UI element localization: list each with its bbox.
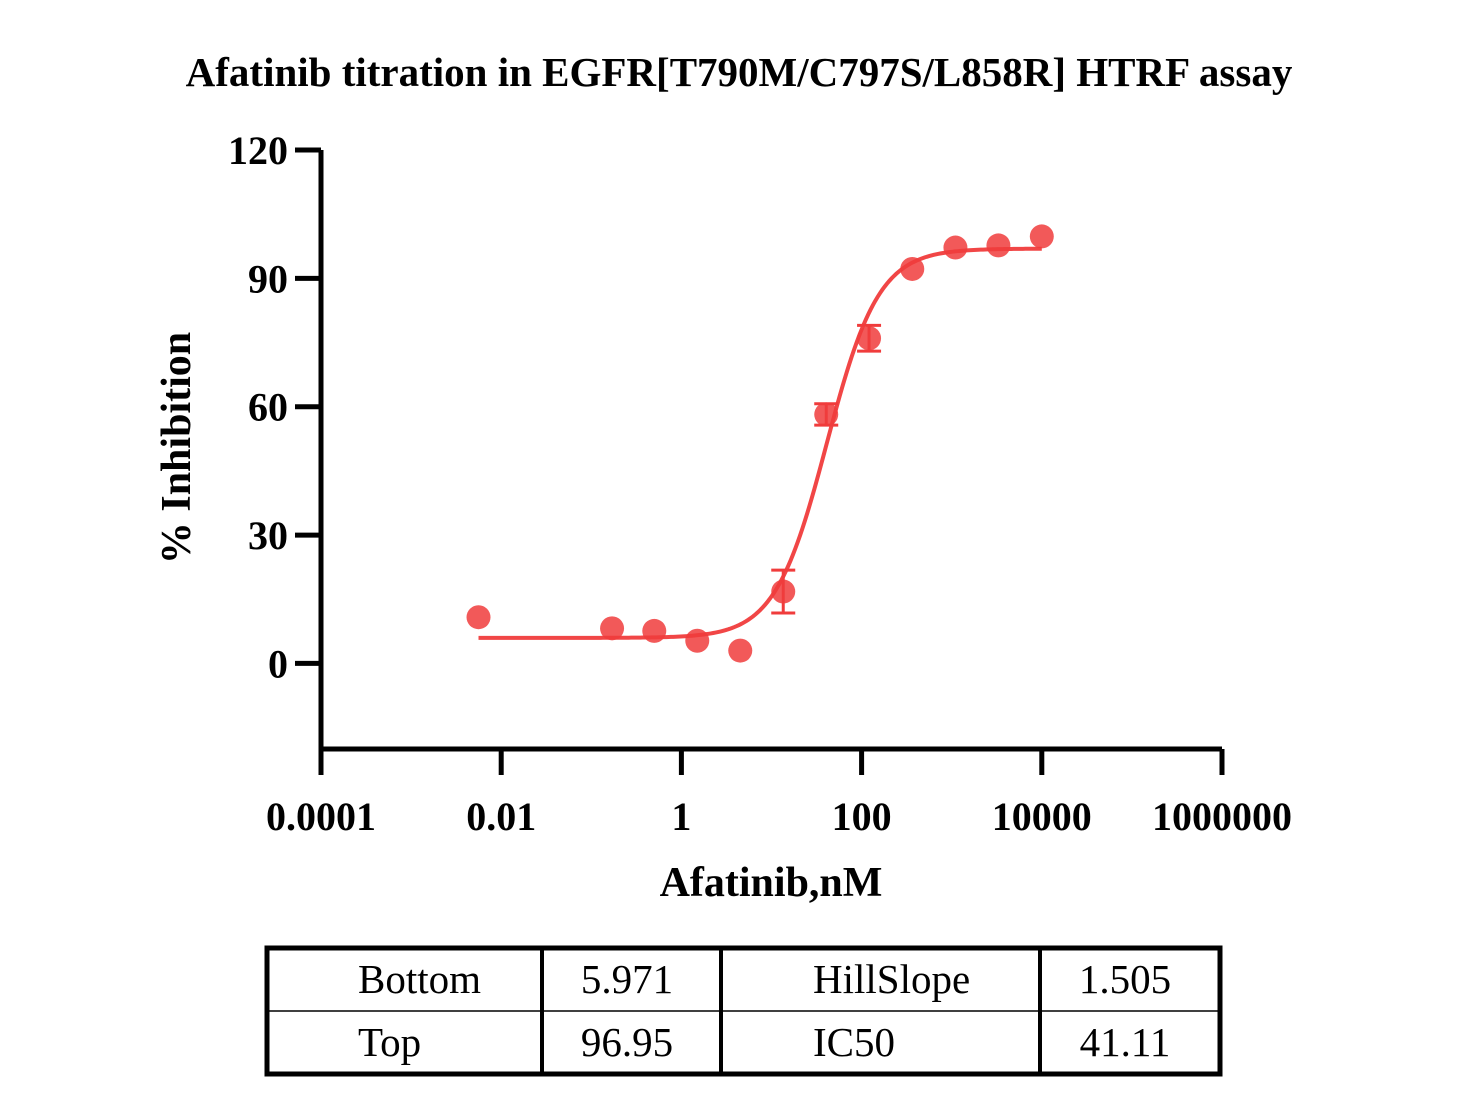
y-tick-label: 120 (228, 128, 288, 173)
data-point (642, 618, 667, 643)
data-point (466, 605, 491, 630)
fit-curve (478, 246, 1042, 640)
data-point (986, 233, 1011, 258)
x-axis: 0.0001 0.01 1 100 10000 1000000 (266, 746, 1292, 839)
x-tick-label: 10000 (992, 794, 1092, 839)
table-cell: Top (358, 1019, 421, 1065)
data-point (814, 402, 839, 427)
table-cell: Bottom (358, 956, 481, 1002)
table-cell: IC50 (813, 1019, 895, 1065)
data-point (728, 638, 753, 663)
x-tick-label: 100 (832, 794, 892, 839)
y-tick-label: 0 (268, 641, 288, 686)
y-tick-label: 30 (248, 513, 288, 558)
table-cell: 96.95 (581, 1019, 673, 1065)
data-point (685, 628, 710, 653)
y-axis-label: % Inhibition (154, 332, 200, 564)
x-tick-label: 1000000 (1152, 794, 1292, 839)
data-point (900, 256, 925, 281)
x-tick-label: 1 (671, 794, 691, 839)
table-cell: 5.971 (581, 956, 673, 1002)
x-tick-label: 0.01 (466, 794, 536, 839)
data-point (771, 579, 796, 604)
x-axis-label: Afatinib,nM (660, 860, 883, 906)
table-cell: HillSlope (813, 956, 970, 1002)
y-ticks: 0 30 60 90 120 (228, 128, 321, 686)
x-tick-label: 0.0001 (266, 794, 376, 839)
y-axis: 0 30 60 90 120 (228, 128, 324, 751)
plot-area (466, 224, 1054, 663)
y-tick-label: 60 (248, 385, 288, 430)
table-cell: 41.11 (1080, 1019, 1171, 1065)
data-point (857, 326, 882, 351)
y-tick-label: 90 (248, 256, 288, 301)
data-point (600, 616, 625, 641)
x-ticks: 0.0001 0.01 1 100 10000 1000000 (266, 749, 1292, 839)
data-point (1029, 224, 1054, 249)
chart-title: Afatinib titration in EGFR[T790M/C797S/L… (186, 49, 1293, 95)
data-point (943, 235, 968, 260)
parameter-table: Bottom 5.971 HillSlope 1.505 Top 96.95 I… (264, 945, 1223, 1077)
table-cell: 1.505 (1079, 956, 1171, 1002)
